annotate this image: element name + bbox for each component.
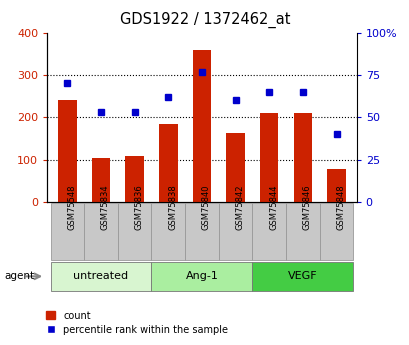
Bar (218, 203, 252, 260)
Text: untreated: untreated (73, 272, 128, 281)
Bar (117, 203, 151, 260)
Legend: count, percentile rank within the sample: count, percentile rank within the sample (42, 307, 231, 338)
Bar (50, 203, 84, 260)
Text: GSM75836: GSM75836 (134, 184, 143, 230)
Text: GSM75846: GSM75846 (302, 184, 311, 230)
Bar (184, 203, 218, 260)
Bar (319, 203, 353, 260)
Text: GDS1922 / 1372462_at: GDS1922 / 1372462_at (119, 12, 290, 28)
Bar (259, 113, 278, 202)
Bar (192, 50, 211, 202)
Text: Ang-1: Ang-1 (185, 272, 218, 281)
Bar (84, 203, 117, 260)
Text: GSM75848: GSM75848 (336, 184, 345, 230)
Text: VEGF: VEGF (288, 272, 317, 281)
Text: GSM75548: GSM75548 (67, 184, 76, 230)
Bar (252, 262, 353, 291)
Bar (151, 262, 252, 291)
Bar (226, 134, 244, 202)
Bar (50, 262, 151, 291)
Text: GSM75840: GSM75840 (202, 184, 210, 230)
Bar (252, 203, 285, 260)
Bar (125, 156, 144, 202)
Text: GSM75844: GSM75844 (269, 184, 278, 230)
Bar (293, 113, 311, 202)
Bar (58, 100, 76, 202)
Text: GSM75834: GSM75834 (101, 184, 110, 230)
Bar (159, 125, 177, 202)
Bar (151, 203, 184, 260)
Bar (285, 203, 319, 260)
Text: agent: agent (4, 272, 34, 281)
Bar (326, 169, 345, 202)
Text: GSM75838: GSM75838 (168, 184, 177, 230)
Text: GSM75842: GSM75842 (235, 184, 244, 230)
Bar (92, 158, 110, 202)
